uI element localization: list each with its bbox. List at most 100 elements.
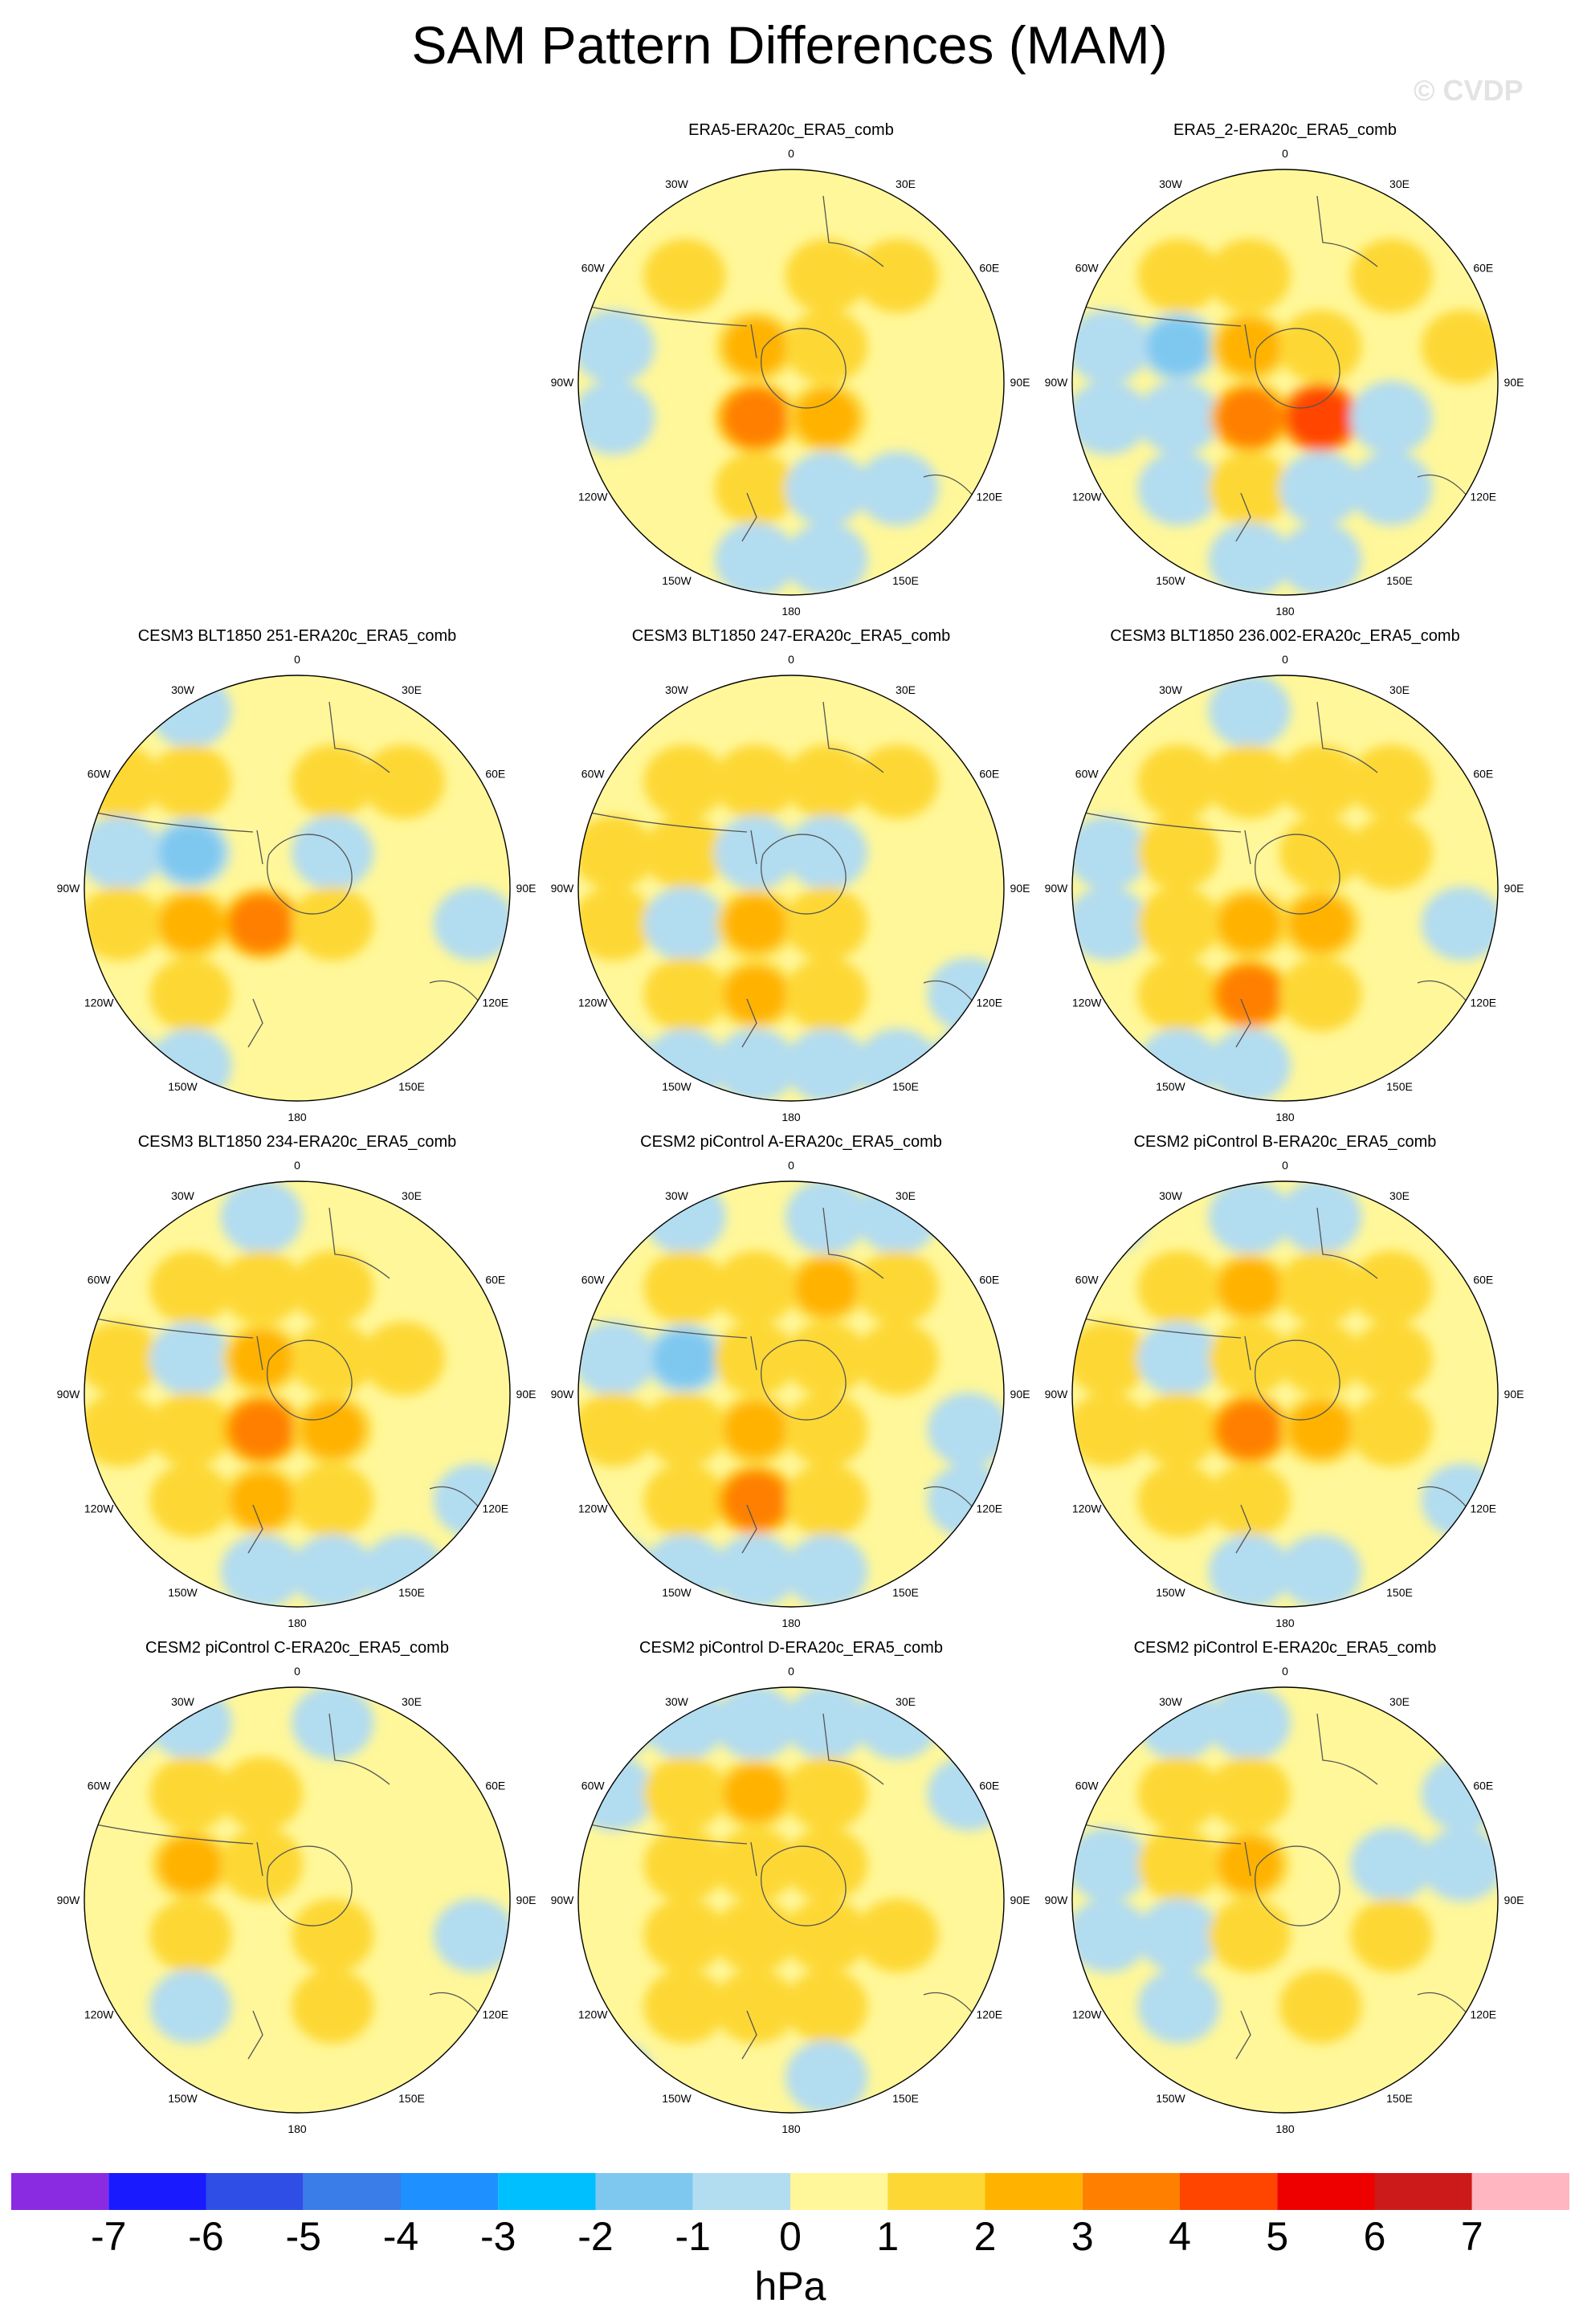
anomaly-cell xyxy=(724,1401,788,1458)
longitude-label: 120W xyxy=(578,997,608,1009)
anomaly-cell xyxy=(362,744,445,819)
colorbar-swatch xyxy=(1374,2173,1472,2210)
anomaly-cell xyxy=(1218,389,1282,446)
map-boundary xyxy=(84,1686,511,2114)
anomaly-cell xyxy=(1208,1463,1291,1538)
anomaly-cell xyxy=(1072,887,1149,961)
anomaly-cell xyxy=(158,1836,223,1894)
anomaly-cell xyxy=(1137,1250,1220,1325)
anomaly-cell xyxy=(643,1463,726,1538)
longitude-label: 180 xyxy=(288,1111,307,1123)
anomaly-cell xyxy=(230,1401,294,1458)
anomaly-cell xyxy=(724,895,788,952)
longitude-label: 30W xyxy=(171,1695,195,1708)
map-background xyxy=(84,1181,510,1607)
anomaly-cell xyxy=(1137,1969,1220,2044)
colorbar-swatch xyxy=(790,2173,888,2210)
anomaly-cell xyxy=(643,1756,726,1831)
longitude-label: 60E xyxy=(1473,768,1493,781)
longitude-label: 0 xyxy=(788,653,794,666)
map-boundary xyxy=(577,1180,1005,1608)
longitude-label: 30E xyxy=(1389,1189,1410,1202)
colorbar-swatch xyxy=(303,2173,401,2210)
longitude-label: 60W xyxy=(1075,262,1100,275)
anomaly-cell xyxy=(291,887,374,961)
anomaly-cell xyxy=(1279,309,1362,384)
anomaly-cell xyxy=(652,1330,717,1388)
longitude-label: 0 xyxy=(294,653,300,666)
anomaly-cell xyxy=(1208,744,1291,819)
anomaly-cell xyxy=(84,1321,161,1396)
colorbar-swatch xyxy=(401,2173,499,2210)
longitude-label: 120E xyxy=(482,2008,508,2021)
anomaly-cell xyxy=(1072,1898,1149,1973)
anomaly-cell xyxy=(927,1392,1004,1467)
anomaly-cell xyxy=(724,318,788,376)
anomaly-cell xyxy=(1218,318,1282,376)
map-panel: ERA5_2-ERA20c_ERA5_comb 0 30E 60E 90E 120E 150… xyxy=(1040,120,1530,618)
anomaly-cell xyxy=(362,1321,445,1396)
longitude-label: 60E xyxy=(485,1274,505,1286)
colorbar-tick-label: 7 xyxy=(1461,2214,1483,2259)
longitude-label: 0 xyxy=(294,1159,300,1172)
anomaly-cell xyxy=(84,1687,161,1760)
anomaly-cell xyxy=(230,895,294,952)
longitude-label: 60E xyxy=(979,768,999,781)
anomaly-cell xyxy=(578,1756,655,1831)
longitude-label: 90E xyxy=(1504,1388,1524,1401)
anomaly-cell xyxy=(149,1321,232,1396)
longitude-label: 150W xyxy=(662,1586,692,1599)
longitude-label: 60E xyxy=(1473,1274,1493,1286)
anomaly-cell xyxy=(1072,1321,1149,1396)
map-panel: CESM2 piControl B-ERA20c_ERA5_comb 0 30E 60… xyxy=(1040,1132,1530,1630)
map-background xyxy=(1072,169,1498,595)
anomaly-cell xyxy=(291,1969,374,2044)
anomaly-cell xyxy=(220,1250,304,1325)
anomaly-cell xyxy=(643,239,726,313)
map-panel: CESM3 BLT1850 236.002-ERA20c_ERA5_comb 0 3… xyxy=(1040,626,1530,1124)
anomaly-cell xyxy=(1218,1401,1282,1458)
anomaly-cell xyxy=(84,1392,161,1467)
panel-title: CESM2 piControl E-ERA20c_ERA5_comb xyxy=(1133,1639,1437,1657)
longitude-label: 120E xyxy=(1470,491,1496,504)
anomaly-cell xyxy=(714,1321,798,1396)
anomaly-cell xyxy=(785,887,868,961)
panel-title: CESM3 BLT1850 236.002-ERA20c_ERA5_comb xyxy=(1110,627,1460,645)
longitude-label: 150W xyxy=(168,2092,198,2105)
longitude-label: 90E xyxy=(1010,882,1030,895)
map-background xyxy=(578,1181,1004,1607)
panel-title: CESM2 piControl D-ERA20c_ERA5_comb xyxy=(639,1639,943,1657)
anomaly-cell xyxy=(643,744,726,819)
longitude-label: 120E xyxy=(976,1502,1002,1515)
anomaly-cell xyxy=(1350,1827,1433,1902)
anomaly-cell xyxy=(643,1392,726,1467)
antarctica-outline xyxy=(761,328,847,409)
map-panel: CESM2 piControl D-ERA20c_ERA5_comb 0 30E 60… xyxy=(546,1638,1036,2136)
anomaly-cell xyxy=(785,1181,868,1254)
anomaly-cell xyxy=(714,1969,798,2044)
map-boundary xyxy=(1071,1180,1499,1608)
anomaly-cell xyxy=(785,1321,868,1396)
panel-title: CESM2 piControl A-ERA20c_ERA5_comb xyxy=(640,1133,942,1151)
longitude-label: 120E xyxy=(976,2008,1002,2021)
anomaly-cell xyxy=(643,1250,726,1325)
polar-map: 0 30E 60E 90E 120E 150E 180 150W 120W 90W 60W 30W xyxy=(57,1159,537,1629)
longitude-label: 90W xyxy=(1045,882,1069,895)
colorbar-swatch xyxy=(1471,2173,1569,2210)
longitude-label: 60W xyxy=(1075,1274,1100,1286)
longitude-label: 30W xyxy=(1159,1695,1183,1708)
anomaly-cell xyxy=(643,815,726,890)
africa-outline xyxy=(822,701,884,773)
map-panel: CESM2 piControl E-ERA20c_ERA5_comb 0 30E 60… xyxy=(1040,1638,1530,2136)
longitude-label: 120W xyxy=(578,2008,608,2021)
colorbar-tick-label: -7 xyxy=(91,2214,126,2259)
africa-outline xyxy=(328,701,390,773)
anomaly-cell xyxy=(1421,887,1498,961)
anomaly-cell xyxy=(149,1392,232,1467)
longitude-label: 150W xyxy=(168,1080,198,1093)
anomaly-cell xyxy=(643,1898,726,1973)
anomaly-cell xyxy=(220,1827,304,1902)
anomaly-cell xyxy=(578,1028,655,1101)
longitude-label: 120E xyxy=(482,1502,508,1515)
longitude-label: 30W xyxy=(665,1695,689,1708)
